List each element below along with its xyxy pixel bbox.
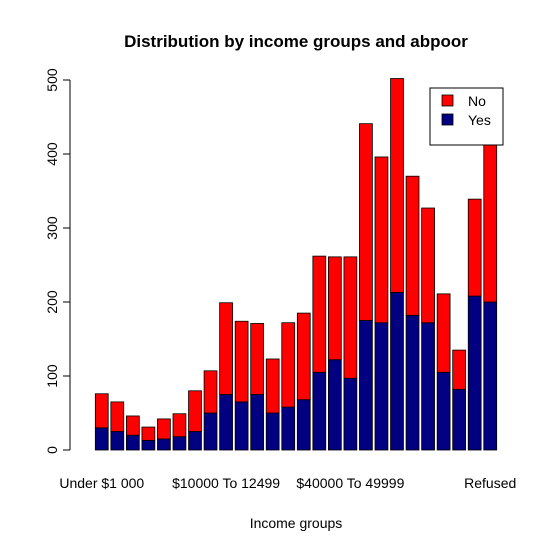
bar-yes xyxy=(234,401,249,451)
bar-no xyxy=(436,293,451,373)
bar-yes xyxy=(188,431,202,451)
bar-no xyxy=(281,322,296,408)
bar-yes xyxy=(343,377,358,451)
bar-no xyxy=(467,198,482,297)
bar-yes xyxy=(452,388,467,451)
x-tick-label: Refused xyxy=(464,475,516,491)
bar-no xyxy=(390,78,404,293)
bar-no xyxy=(359,123,373,321)
bar-yes xyxy=(203,412,218,451)
bar-yes xyxy=(359,320,373,451)
bar-no xyxy=(157,418,171,440)
x-tick-label: $10000 To 12499 xyxy=(172,475,280,491)
x-tick-label: Under $1 000 xyxy=(59,475,144,491)
bar-no xyxy=(219,302,233,395)
bar-yes xyxy=(94,427,109,451)
bar-yes xyxy=(172,436,187,451)
y-tick-label: 200 xyxy=(44,290,60,314)
bar-yes xyxy=(483,301,498,451)
bar-yes xyxy=(436,371,451,451)
x-tick-label: $40000 To 49999 xyxy=(296,475,404,491)
bar-yes xyxy=(467,295,482,451)
bar-no xyxy=(296,312,311,401)
bar-no xyxy=(203,370,218,414)
bar-yes xyxy=(296,399,311,451)
bar-no xyxy=(265,358,280,414)
bar-yes xyxy=(219,394,233,451)
bar-no xyxy=(421,207,435,324)
bar-yes xyxy=(157,438,171,451)
y-tick-label: 500 xyxy=(44,68,60,92)
bar-no xyxy=(234,320,249,403)
bar-no xyxy=(188,390,202,432)
bar-yes xyxy=(327,359,342,451)
y-tick-label: 0 xyxy=(44,446,60,454)
legend-swatch xyxy=(441,113,454,126)
bar-yes xyxy=(141,439,156,451)
bar-no xyxy=(327,256,342,361)
bar-no xyxy=(126,415,140,436)
bar-no xyxy=(172,413,187,438)
bar-yes xyxy=(405,314,420,451)
bar-no xyxy=(452,349,467,390)
bar-yes xyxy=(374,322,389,451)
y-tick-label: 300 xyxy=(44,216,60,240)
bar-no xyxy=(483,127,498,303)
bar-yes xyxy=(421,322,435,451)
bar-no xyxy=(312,255,327,373)
bar-no xyxy=(250,323,265,395)
chart-title: Distribution by income groups and abpoor xyxy=(124,32,468,51)
bar-no xyxy=(141,426,156,441)
bar-no xyxy=(94,393,109,429)
bar-yes xyxy=(250,394,265,451)
bar-yes xyxy=(312,371,327,451)
bar-yes xyxy=(126,434,140,451)
legend-label: No xyxy=(468,93,486,109)
bar-yes xyxy=(281,406,296,451)
bar-yes xyxy=(390,291,404,451)
bar-no xyxy=(110,401,125,432)
bar-yes xyxy=(110,431,125,451)
legend-box xyxy=(429,87,504,146)
y-axis: 0 100 200 300 400 500 xyxy=(44,68,71,454)
y-tick-label: 100 xyxy=(44,364,60,388)
bar-no xyxy=(343,256,358,379)
legend: No Yes xyxy=(429,87,504,146)
legend-swatch xyxy=(441,94,454,107)
x-axis: Under $1 000 $10000 To 12499 $40000 To 499… xyxy=(59,475,516,491)
bar-no xyxy=(374,156,389,324)
x-axis-label: Income groups xyxy=(250,515,343,531)
y-tick-label: 400 xyxy=(44,142,60,166)
bar-group xyxy=(94,78,498,451)
bar-yes xyxy=(265,412,280,451)
legend-label: Yes xyxy=(468,112,491,128)
bar-no xyxy=(405,175,420,316)
